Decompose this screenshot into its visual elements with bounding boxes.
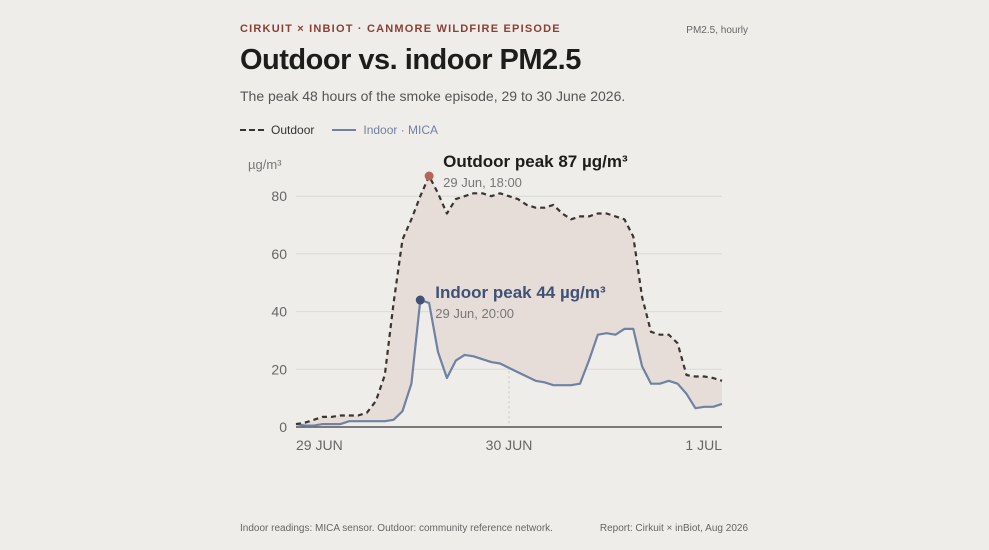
gap-fill-area — [296, 176, 722, 426]
peak-annotation-label: Indoor peak 44 µg/m³ — [435, 283, 606, 302]
y-axis-label: µg/m³ — [248, 157, 282, 172]
series-line-indoor — [295, 299, 723, 427]
y-tick-label: 80 — [271, 188, 287, 204]
y-tick-label: 20 — [271, 361, 287, 377]
y-tick-label: 0 — [279, 419, 287, 435]
unit-note: PM2.5, hourly — [686, 25, 748, 36]
x-tick-label: 29 JUN — [296, 437, 343, 453]
peak-annotation-time: 29 Jun, 20:00 — [435, 306, 514, 321]
legend-label-outdoor: Outdoor — [271, 123, 315, 137]
eyebrow-label: CIRKUIT × INBIOT · CANMORE WILDFIRE EPIS… — [240, 23, 561, 35]
footer-report: Report: Cirkuit × inBiot, Aug 2026 — [599, 523, 748, 534]
legend: Outdoor Indoor · MICA — [240, 123, 456, 137]
legend-label-indoor: Indoor · MICA — [363, 123, 439, 137]
chart-subtitle: The peak 48 hours of the smoke episode, … — [240, 88, 626, 104]
legend-swatch-indoor — [332, 129, 357, 131]
y-tick-label: 60 — [271, 246, 287, 262]
x-tick-label: 1 JUL — [685, 437, 722, 453]
peak-annotation-label: Outdoor peak 87 µg/m³ — [443, 152, 628, 171]
legend-swatch-outdoor — [240, 129, 264, 131]
peak-annotation-time: 29 Jun, 18:00 — [443, 175, 522, 190]
series-line-outdoor — [295, 174, 723, 426]
legend-item-outdoor: Outdoor — [240, 123, 314, 137]
y-tick-label: 40 — [271, 304, 287, 320]
peak-dot-indoor — [415, 295, 425, 305]
chart-title: Outdoor vs. indoor PM2.5 — [240, 44, 581, 76]
legend-item-indoor: Indoor · MICA — [332, 123, 438, 137]
peak-dot-outdoor — [424, 171, 434, 181]
x-tick-label: 30 JUN — [486, 437, 533, 453]
footer-source: Indoor readings: MICA sensor. Outdoor: c… — [240, 523, 553, 534]
